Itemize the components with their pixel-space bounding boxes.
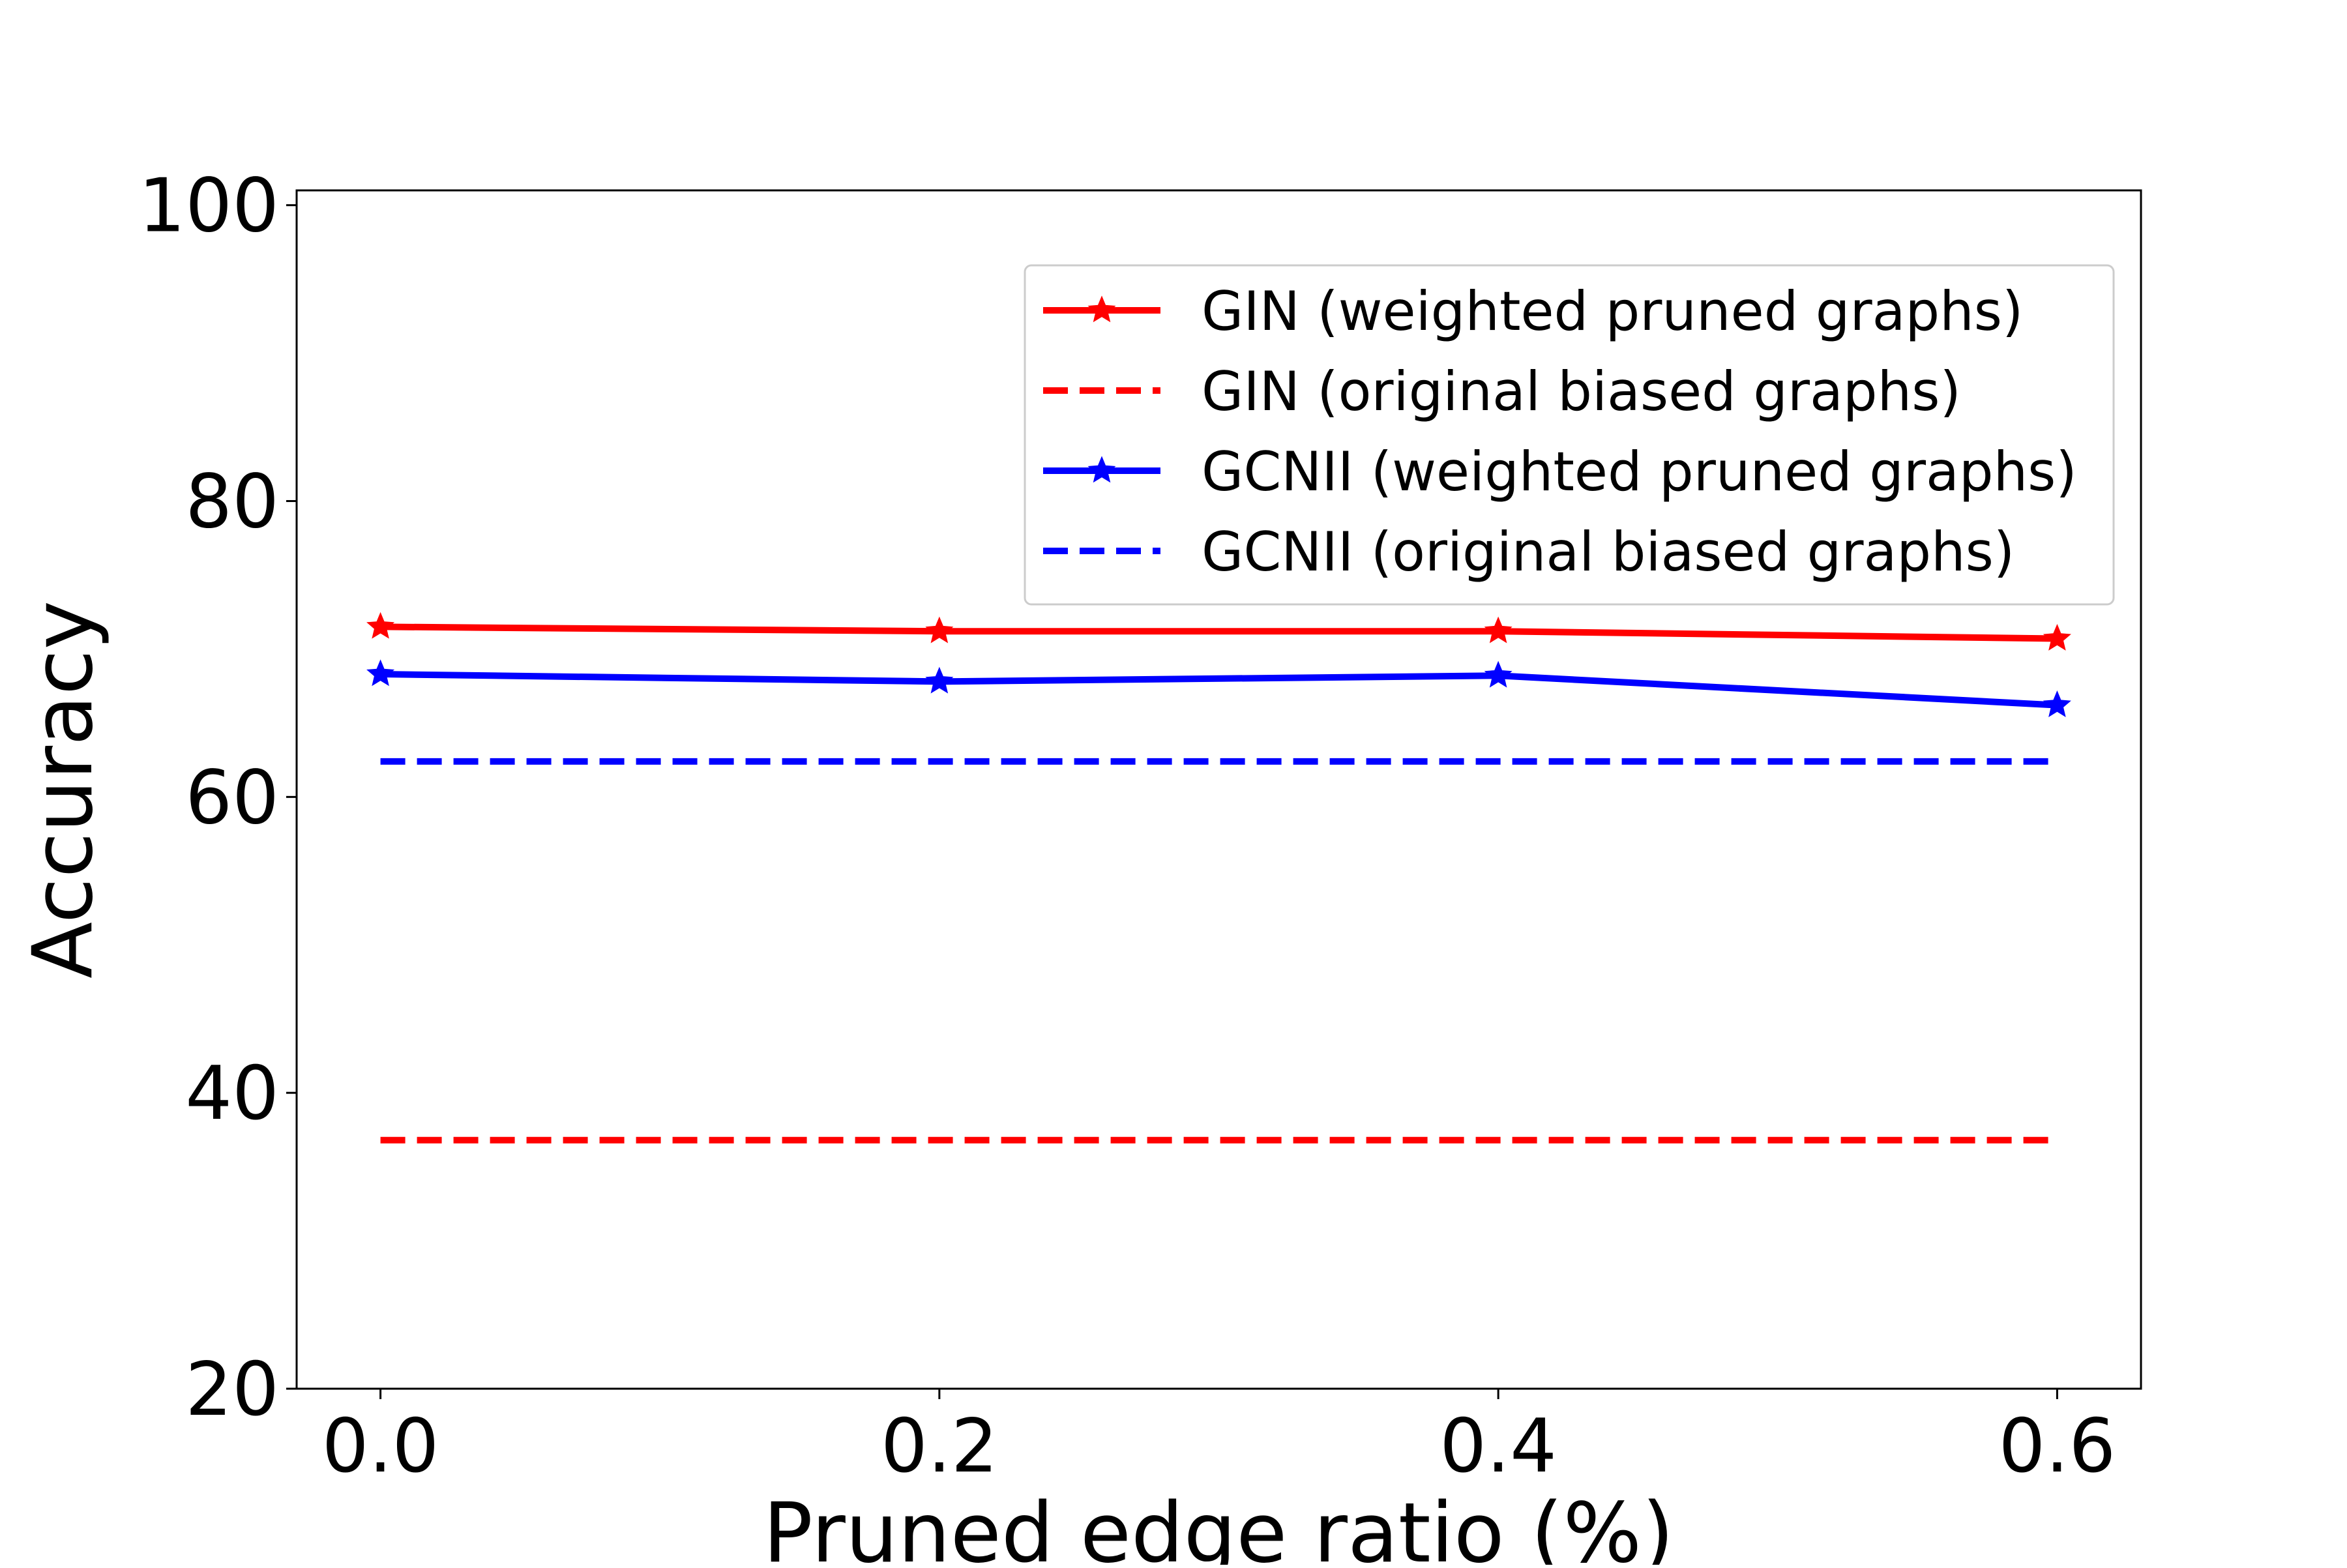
legend-marker-gcnii-weighted-pruned-graphs — [1087, 456, 1116, 483]
plot-frame — [295, 189, 2142, 1390]
tick-layer: 0.0 0.2 0.4 0.6 20 40 60 80 100 — [138, 163, 2116, 1489]
x-tick-label-3: 0.6 — [1999, 1403, 2116, 1489]
x-tick-label-0: 0.0 — [322, 1403, 439, 1489]
legend-box — [1024, 264, 2115, 606]
x-tick-label-1: 0.2 — [881, 1403, 998, 1489]
legend-label-gin-weighted-pruned-graphs: GIN (weighted pruned graphs) — [1202, 280, 2023, 343]
plot-layer — [366, 612, 2071, 1144]
y-tick-label-2: 60 — [185, 754, 279, 840]
x-axis-title: Pruned edge ratio (%) — [763, 1485, 1674, 1565]
y-tick-label-4: 100 — [138, 163, 279, 249]
y-tick-label-0: 20 — [185, 1346, 279, 1432]
legend-marker-gin-weighted-pruned-graphs — [1087, 295, 1116, 323]
data-point-gin-weighted-pruned-graphs-1 — [925, 616, 954, 643]
series-line-gin-weighted-pruned-graphs — [380, 623, 2058, 642]
x-tick-label-2: 0.4 — [1439, 1403, 1557, 1489]
data-point-gcnii-weighted-pruned-graphs-3 — [2043, 690, 2071, 717]
data-point-gin-weighted-pruned-graphs-3 — [2043, 623, 2071, 651]
data-point-gcnii-weighted-pruned-graphs-2 — [1484, 660, 1513, 688]
legend-label-gcnii-weighted-pruned-graphs: GCNII (weighted pruned graphs) — [1202, 440, 2077, 503]
legend: GIN (weighted pruned graphs) GIN (origina… — [1024, 264, 2115, 606]
legend-label-gcnii-original-biased-graphs: GCNII (original biased graphs) — [1202, 520, 2015, 584]
data-point-gcnii-weighted-pruned-graphs-0 — [366, 659, 395, 687]
data-point-gin-weighted-pruned-graphs-0 — [366, 612, 395, 639]
legend-label-gin-original-biased-graphs: GIN (original biased graphs) — [1202, 360, 1961, 423]
series-line-gcnii-weighted-pruned-graphs — [380, 671, 2058, 709]
y-axis-title: Accuracy — [14, 600, 111, 979]
data-point-gin-weighted-pruned-graphs-2 — [1484, 616, 1513, 643]
y-tick-label-1: 40 — [185, 1050, 279, 1136]
data-point-gcnii-weighted-pruned-graphs-1 — [925, 666, 954, 694]
y-tick-label-3: 80 — [185, 459, 279, 545]
